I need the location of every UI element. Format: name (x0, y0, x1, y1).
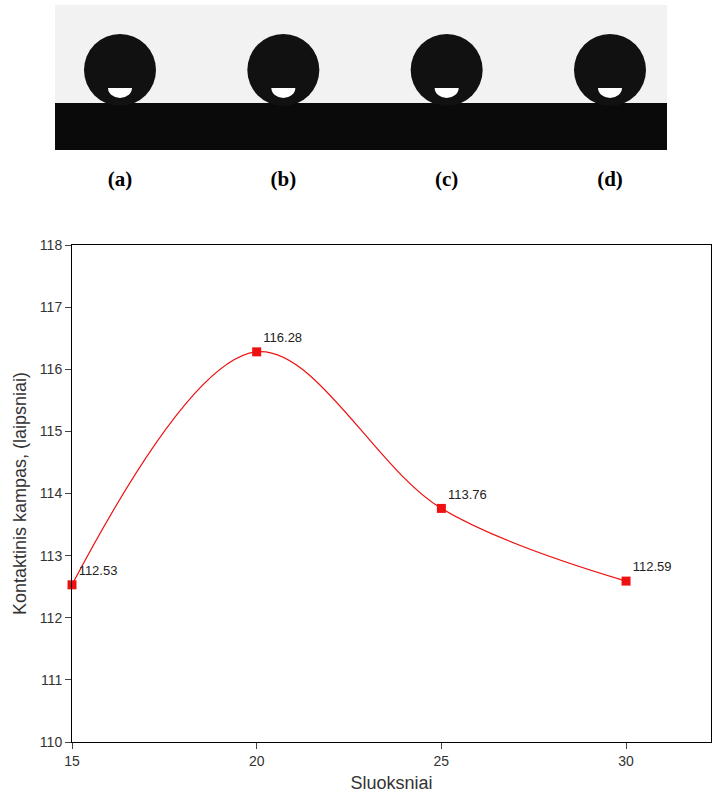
svg-text:117: 117 (40, 299, 63, 315)
svg-text:116: 116 (40, 361, 63, 377)
svg-text:(a): (a) (108, 167, 133, 191)
svg-text:30: 30 (618, 753, 634, 769)
svg-text:(b): (b) (270, 167, 296, 191)
svg-text:116.28: 116.28 (263, 330, 302, 345)
svg-text:(d): (d) (597, 167, 623, 191)
svg-text:112.53: 112.53 (79, 563, 118, 578)
svg-text:Kontaktinis kampas, (laipsniai: Kontaktinis kampas, (laipsniai) (10, 372, 30, 615)
svg-text:15: 15 (64, 753, 80, 769)
svg-text:25: 25 (434, 753, 450, 769)
svg-text:20: 20 (249, 753, 265, 769)
svg-text:112: 112 (40, 610, 63, 626)
svg-text:115: 115 (40, 423, 63, 439)
svg-text:113.76: 113.76 (448, 487, 487, 502)
svg-text:111: 111 (41, 672, 62, 688)
svg-text:112.59: 112.59 (633, 559, 672, 574)
svg-text:110: 110 (40, 734, 63, 750)
svg-text:113: 113 (40, 548, 63, 564)
svg-text:114: 114 (40, 485, 63, 501)
svg-text:Sluoksniai: Sluoksniai (350, 773, 432, 793)
svg-text:118: 118 (40, 237, 63, 253)
svg-text:(c): (c) (435, 167, 458, 191)
